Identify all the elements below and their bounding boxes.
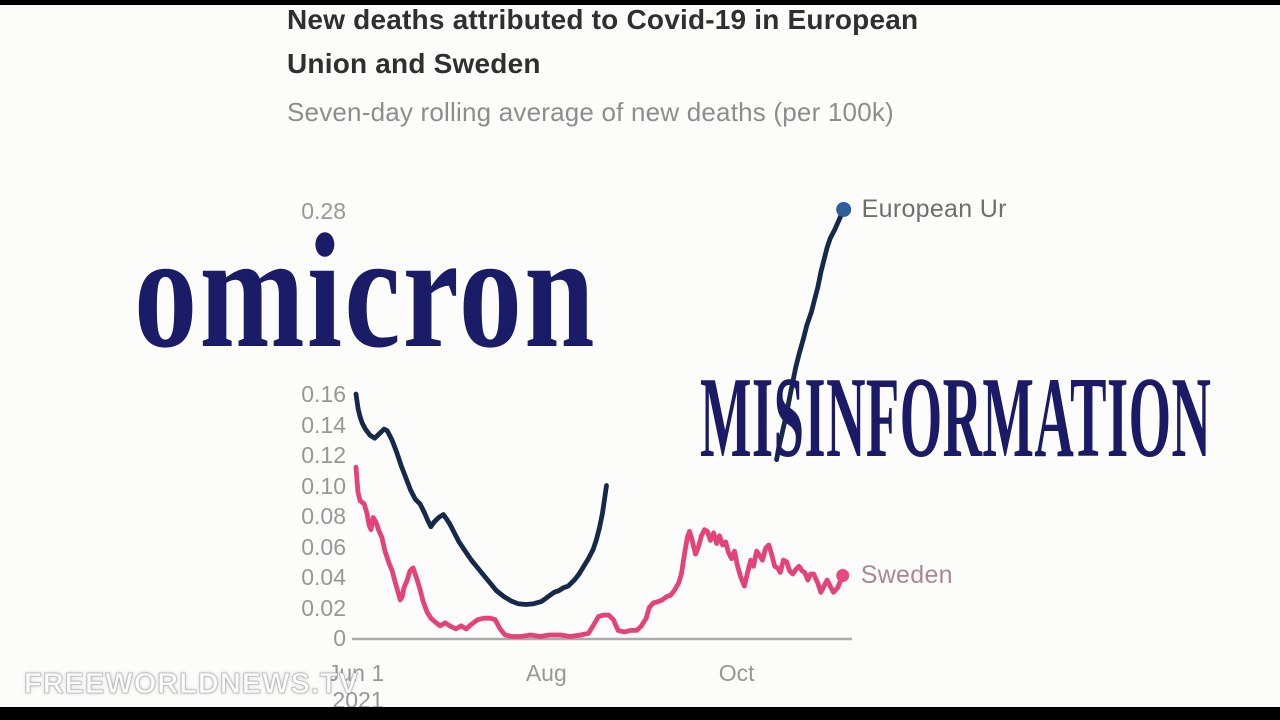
x-tick-label-aug: Aug bbox=[525, 660, 567, 686]
omicron-overlay-text: omicron bbox=[134, 201, 597, 382]
european-union-endpoint-dot bbox=[836, 201, 852, 217]
y-tick-label-0.08: 0.08 bbox=[301, 503, 346, 529]
y-tick-label-0.16: 0.16 bbox=[301, 381, 346, 407]
y-tick-label-0.28: 0.28 bbox=[301, 198, 346, 224]
series-label-sweden: Sweden bbox=[860, 561, 953, 590]
y-tick-label-0.06: 0.06 bbox=[301, 533, 346, 560]
misinformation-overlay-text: MISINFORMATION bbox=[700, 354, 1212, 482]
series-label-european-union: European Ur bbox=[861, 195, 1007, 224]
x-tick-label-oct: Oct bbox=[718, 660, 755, 686]
y-tick-label-0.14: 0.14 bbox=[301, 411, 346, 438]
chart-subtitle: Seven-day rolling average of new deaths … bbox=[287, 97, 894, 127]
line-european-union bbox=[774, 207, 847, 463]
y-tick-label-0.04: 0.04 bbox=[301, 564, 346, 590]
chart-title-line2: Union and Sweden bbox=[287, 48, 541, 79]
freeworldnews-tv-watermark: FREEWORLDNEWS.TV bbox=[24, 668, 359, 701]
sweden-endpoint-dot bbox=[836, 568, 850, 582]
y-tick-label-0.12: 0.12 bbox=[301, 442, 346, 468]
y-tick-label-0: 0 bbox=[333, 625, 346, 651]
line-sweden bbox=[353, 464, 846, 639]
x-tick-label-jun-1: Jun 1 bbox=[327, 660, 385, 686]
bottom-letterbox-bar bbox=[0, 707, 1280, 720]
y-tick-label-0.02: 0.02 bbox=[301, 594, 346, 621]
chart-title-line1: New deaths attributed to Covid-19 in Eur… bbox=[287, 4, 919, 35]
y-tick-label-0.10: 0.10 bbox=[301, 472, 346, 499]
top-letterbox-bar bbox=[0, 0, 1280, 5]
line-european-union bbox=[353, 391, 609, 607]
